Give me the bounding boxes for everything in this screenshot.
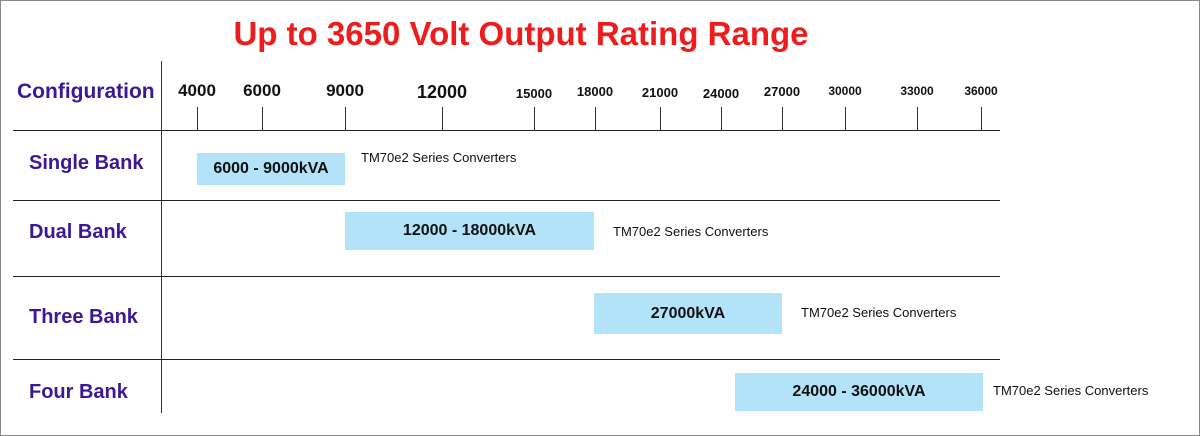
row-divider — [13, 276, 1000, 277]
axis-tick — [845, 107, 846, 131]
axis-tick — [595, 107, 596, 131]
range-bar: 27000kVA — [594, 293, 782, 334]
series-note: TM70e2 Series Converters — [801, 305, 957, 320]
axis-tick — [442, 107, 443, 131]
axis-tick — [534, 107, 535, 131]
series-note: TM70e2 Series Converters — [993, 383, 1149, 398]
tick-label: 33000 — [900, 84, 934, 98]
range-bar: 6000 - 9000kVA — [197, 153, 345, 185]
tick-label: 36000 — [964, 84, 998, 98]
series-note: TM70e2 Series Converters — [613, 224, 769, 239]
tick-label: 24000 — [702, 86, 740, 101]
tick-label: 30000 — [828, 84, 862, 98]
tick-label: 4000 — [178, 81, 216, 100]
axis-line — [13, 130, 1000, 131]
axis-tick — [262, 107, 263, 131]
row-label: Single Bank — [29, 152, 144, 174]
tick-label: 12000 — [416, 82, 468, 102]
tick-label: 9000 — [326, 81, 364, 100]
axis-tick — [721, 107, 722, 131]
tick-label: 18000 — [576, 84, 614, 99]
range-bar: 12000 - 18000kVA — [345, 212, 594, 250]
axis-vertical-line — [161, 61, 162, 413]
row-divider — [13, 359, 1000, 360]
axis-tick — [197, 107, 198, 131]
tick-label: 27000 — [763, 84, 801, 99]
axis-tick — [981, 107, 982, 131]
tick-label: 21000 — [641, 85, 679, 100]
row-label: Three Bank — [29, 306, 138, 328]
configuration-header: Configuration — [17, 80, 155, 103]
tick-label: 15000 — [515, 86, 553, 101]
row-divider — [13, 200, 1000, 201]
row-label: Four Bank — [29, 381, 128, 403]
range-bar: 24000 - 36000kVA — [735, 373, 983, 411]
axis-tick — [782, 107, 783, 131]
series-note: TM70e2 Series Converters — [361, 150, 517, 165]
tick-label: 6000 — [243, 81, 281, 100]
axis-tick — [660, 107, 661, 131]
row-label: Dual Bank — [29, 221, 127, 243]
axis-tick — [917, 107, 918, 131]
chart-title: Up to 3650 Volt Output Rating Range — [233, 15, 809, 52]
axis-tick — [345, 107, 346, 131]
